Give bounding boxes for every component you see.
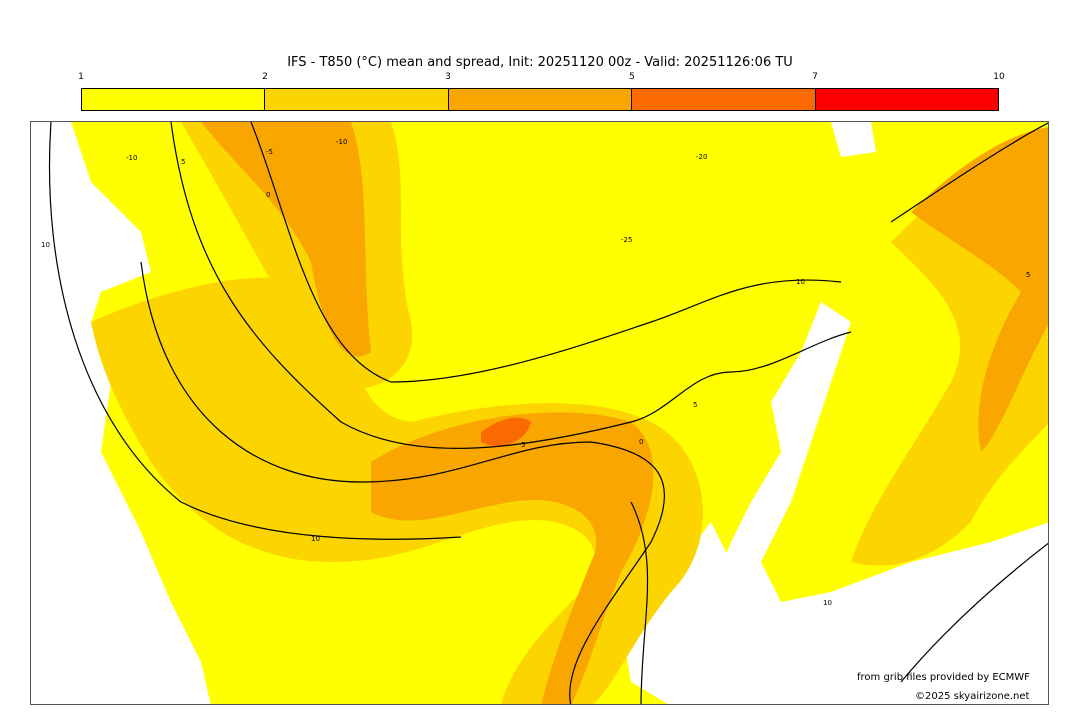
contour-label: -25: [621, 236, 632, 244]
colorbar-tick: 2: [262, 72, 268, 82]
colorbar-segment-2-3: [265, 89, 449, 110]
colorbar-segment-1-2: [82, 89, 266, 110]
contour-label: 5: [521, 441, 525, 449]
contour-label: 0: [266, 191, 270, 199]
contour-label: 10: [823, 599, 832, 607]
colorbar-tick: 7: [812, 72, 818, 82]
contour-label: -5: [266, 148, 273, 156]
spread-5-7-area: [481, 417, 531, 446]
spread-3-5-area-north: [201, 122, 371, 357]
low-spread-area-west: [31, 122, 211, 704]
colorbar-tick: 1: [78, 72, 84, 82]
colorbar-tick: 3: [445, 72, 451, 82]
contour-label: 5: [693, 401, 697, 409]
temperature-contours: [48, 122, 1048, 704]
contour-label: 0: [639, 438, 643, 446]
map-panel: 10 5 0 -5 -10 -10 -20 -25 10 5 0 5 10 10…: [30, 121, 1049, 705]
contour-label: 10: [796, 278, 805, 286]
contour-label: 10: [41, 241, 50, 249]
copyright-text: ©2025 skyairizone.net: [915, 691, 1030, 702]
low-spread-area-europe: [621, 302, 1048, 704]
contour-label: -10: [336, 138, 347, 146]
low-spread-area-north: [831, 122, 876, 157]
map-title: IFS - T850 (°C) mean and spread, Init: 2…: [287, 55, 793, 70]
colorbar: [81, 88, 999, 111]
data-source-credit: from grib files provided by ECMWF: [857, 672, 1030, 683]
spread-3-5-area: [371, 412, 654, 704]
spread-map: 10 5 0 -5 -10 -10 -20 -25 10 5 0 5 10 10…: [31, 122, 1048, 704]
spread-3-5-area-east: [911, 127, 1048, 452]
colorbar-tick: 5: [629, 72, 635, 82]
contour-label: -20: [696, 153, 707, 161]
colorbar-segment-7-10: [815, 89, 999, 110]
contour-label: 5: [1026, 271, 1030, 279]
contour-label: -10: [126, 154, 137, 162]
contour-label: 5: [181, 158, 185, 166]
colorbar-segment-3-5: [448, 89, 633, 110]
colorbar-segment-5-7: [632, 89, 816, 110]
contour-labels: 10 5 0 -5 -10 -10 -20 -25 10 5 0 5 10 10…: [41, 138, 1030, 607]
colorbar-tick: 10: [993, 72, 1005, 82]
contour-label: 10: [311, 535, 320, 543]
